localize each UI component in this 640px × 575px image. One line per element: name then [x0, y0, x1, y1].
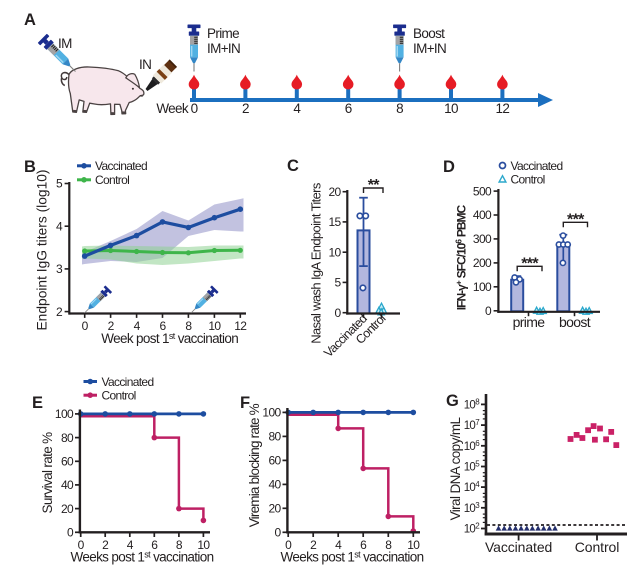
svg-text:Control: Control — [102, 389, 136, 403]
svg-text:60: 60 — [268, 454, 281, 468]
svg-text:4: 4 — [335, 538, 342, 552]
svg-text:Weeks post 1st vaccination: Weeks post 1st vaccination — [281, 550, 424, 565]
svg-text:6: 6 — [159, 319, 166, 333]
svg-text:100: 100 — [262, 406, 281, 420]
svg-text:500: 500 — [473, 184, 492, 198]
svg-text:A: A — [24, 11, 36, 29]
svg-text:10: 10 — [197, 538, 210, 552]
svg-text:Week post 1st vaccination: Week post 1st vaccination — [101, 331, 238, 346]
svg-text:2: 2 — [310, 538, 317, 552]
svg-text:10: 10 — [328, 245, 341, 259]
svg-text:Nasal wash IgA Endpoint Titers: Nasal wash IgA Endpoint Titers — [309, 182, 324, 344]
svg-text:8: 8 — [176, 538, 183, 552]
svg-text:Week: Week — [156, 101, 189, 116]
svg-text:0: 0 — [78, 538, 85, 552]
svg-text:Boost: Boost — [413, 26, 445, 41]
svg-text:Vaccinated: Vaccinated — [95, 159, 147, 173]
svg-text:prime: prime — [513, 314, 546, 330]
svg-text:12: 12 — [496, 101, 510, 116]
svg-text:Prime: Prime — [207, 26, 239, 41]
svg-text:108: 108 — [464, 397, 481, 411]
svg-text:Survival rate %: Survival rate % — [40, 432, 55, 514]
svg-text:Vaccinated: Vaccinated — [102, 375, 154, 389]
svg-text:6: 6 — [360, 538, 367, 552]
svg-text:2: 2 — [242, 101, 249, 116]
svg-text:IM+IN: IM+IN — [413, 41, 446, 56]
svg-text:10: 10 — [444, 101, 458, 116]
svg-text:2: 2 — [56, 305, 63, 319]
svg-text:0: 0 — [67, 526, 74, 540]
svg-text:6: 6 — [151, 538, 158, 552]
svg-text:12: 12 — [234, 319, 247, 333]
svg-text:80: 80 — [268, 430, 281, 444]
svg-text:200: 200 — [473, 256, 492, 270]
svg-text:60: 60 — [61, 455, 74, 469]
svg-text:105: 105 — [464, 460, 481, 474]
svg-text:G: G — [446, 392, 458, 410]
svg-text:***: *** — [567, 211, 585, 228]
svg-text:104: 104 — [464, 480, 481, 494]
svg-text:20: 20 — [61, 502, 74, 516]
svg-text:C: C — [287, 157, 299, 175]
svg-text:80: 80 — [61, 431, 74, 445]
svg-text:400: 400 — [473, 208, 492, 222]
svg-text:20: 20 — [268, 502, 281, 516]
svg-text:Vaccinated: Vaccinated — [511, 159, 563, 173]
svg-text:8: 8 — [185, 319, 192, 333]
svg-text:0: 0 — [334, 306, 341, 320]
svg-text:IN: IN — [139, 57, 151, 72]
svg-text:D: D — [443, 158, 455, 176]
svg-text:15: 15 — [328, 215, 341, 229]
svg-text:2: 2 — [108, 319, 115, 333]
svg-text:103: 103 — [464, 501, 481, 515]
svg-text:2: 2 — [102, 538, 109, 552]
svg-text:***: *** — [521, 255, 539, 272]
svg-text:100: 100 — [473, 280, 492, 294]
svg-text:0: 0 — [485, 304, 492, 318]
svg-text:Vaccinated: Vaccinated — [485, 539, 552, 555]
svg-text:10: 10 — [407, 538, 420, 552]
svg-text:40: 40 — [61, 478, 74, 492]
svg-text:10: 10 — [208, 319, 221, 333]
svg-text:6: 6 — [345, 101, 352, 116]
svg-text:100: 100 — [55, 407, 74, 421]
svg-text:4: 4 — [127, 538, 134, 552]
svg-text:Endpoint IgG titers (log10): Endpoint IgG titers (log10) — [35, 169, 50, 330]
svg-text:Control: Control — [575, 539, 619, 555]
svg-text:B: B — [24, 158, 36, 176]
svg-text:106: 106 — [464, 439, 481, 453]
svg-text:Viral DNA copy/mL: Viral DNA copy/mL — [448, 416, 463, 520]
svg-text:Weeks post 1st vaccination: Weeks post 1st vaccination — [71, 550, 214, 565]
svg-text:8: 8 — [385, 538, 392, 552]
svg-text:107: 107 — [464, 418, 481, 432]
svg-text:5: 5 — [56, 177, 63, 191]
svg-text:3: 3 — [56, 262, 63, 276]
svg-text:4: 4 — [293, 101, 301, 116]
svg-text:0: 0 — [285, 538, 292, 552]
svg-text:Control: Control — [95, 173, 129, 187]
svg-text:4: 4 — [56, 219, 63, 233]
svg-text:Control: Control — [511, 173, 545, 187]
svg-text:0: 0 — [82, 319, 89, 333]
svg-text:40: 40 — [268, 478, 281, 492]
svg-text:boost: boost — [559, 314, 591, 330]
svg-text:E: E — [32, 394, 43, 412]
svg-text:F: F — [240, 394, 250, 412]
svg-text:Viremia blocking rate %: Viremia blocking rate % — [247, 403, 262, 527]
svg-text:IM: IM — [58, 36, 72, 51]
svg-text:300: 300 — [473, 232, 492, 246]
svg-text:IM+IN: IM+IN — [207, 41, 240, 56]
svg-text:**: ** — [368, 177, 381, 194]
svg-text:0: 0 — [191, 101, 198, 116]
svg-text:20: 20 — [328, 185, 341, 199]
svg-text:8: 8 — [396, 101, 403, 116]
svg-text:5: 5 — [334, 276, 341, 290]
svg-text:IFN-γ+ SFC/106 PBMC: IFN-γ+ SFC/106 PBMC — [454, 204, 469, 310]
svg-text:4: 4 — [134, 319, 141, 333]
svg-text:0: 0 — [274, 526, 281, 540]
svg-text:102: 102 — [464, 522, 481, 536]
